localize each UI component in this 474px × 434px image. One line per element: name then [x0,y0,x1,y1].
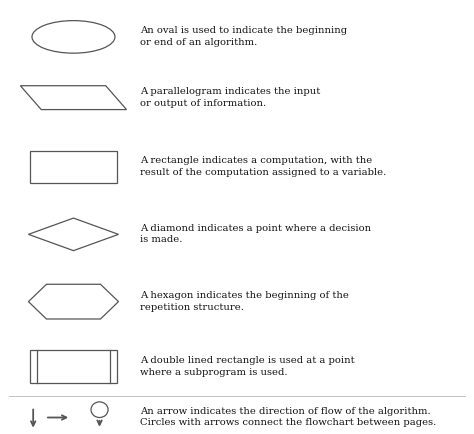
Bar [29,151,117,183]
Text: A double lined rectangle is used at a point
where a subprogram is used.: A double lined rectangle is used at a po… [140,356,355,377]
Text: An oval is used to indicate the beginning
or end of an algorithm.: An oval is used to indicate the beginnin… [140,26,347,47]
Text: An arrow indicates the direction of flow of the algorithm.
Circles with arrows c: An arrow indicates the direction of flow… [140,407,436,427]
Bar [29,351,117,383]
Text: A rectangle indicates a computation, with the
result of the computation assigned: A rectangle indicates a computation, wit… [140,156,386,177]
Text: A diamond indicates a point where a decision
is made.: A diamond indicates a point where a deci… [140,224,371,244]
Text: A hexagon indicates the beginning of the
repetition structure.: A hexagon indicates the beginning of the… [140,291,349,312]
Text: A parallelogram indicates the input
or output of information.: A parallelogram indicates the input or o… [140,87,320,108]
